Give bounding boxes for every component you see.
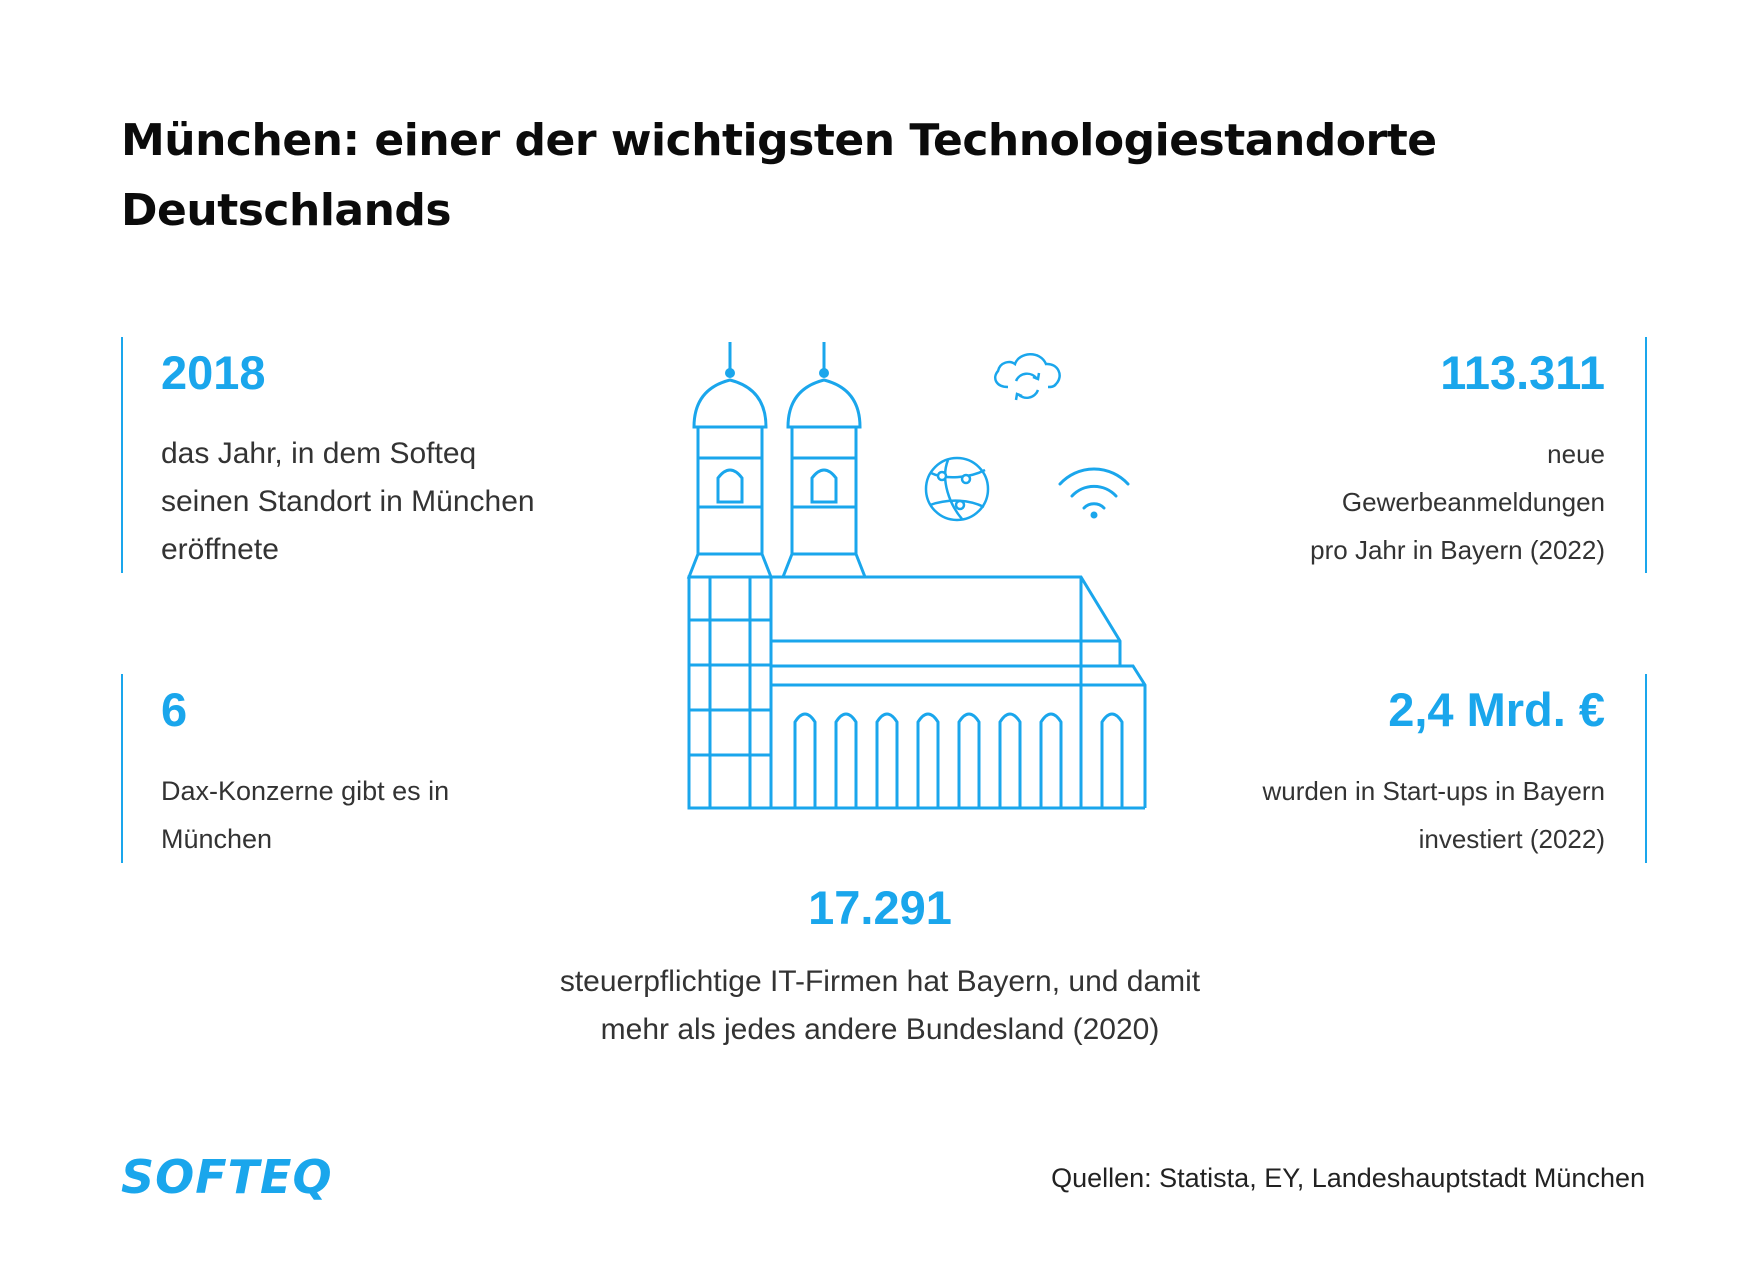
globe-network-icon (924, 456, 990, 522)
title-line-2: Deutschlands (121, 185, 452, 236)
title-line-1: München: einer der wichtigsten Technolog… (121, 115, 1437, 166)
stat-description: neue Gewerbeanmeldungen pro Jahr in Baye… (1310, 430, 1605, 574)
stat-value: 6 (161, 683, 188, 736)
stat-it-companies: 17.291 steuerpflichtige IT-Firmen hat Ba… (480, 880, 1280, 1054)
stat-line: das Jahr, in dem Softeq (161, 437, 477, 470)
stat-line: seinen Standort in München (161, 485, 535, 518)
stat-description: Dax-Konzerne gibt es in München (161, 767, 449, 863)
stat-line: eröffnete (161, 533, 279, 566)
stat-value: 113.311 (1440, 346, 1605, 399)
stat-line: mehr als jedes andere Bundesland (2020) (600, 1013, 1160, 1046)
stat-value: 17.291 (808, 881, 952, 934)
stat-line: steuerpflichtige IT-Firmen hat Bayern, u… (559, 965, 1201, 998)
stat-line: neue (1547, 439, 1605, 469)
stat-value: 2,4 Mrd. € (1388, 683, 1605, 736)
cathedral-icon (686, 342, 1147, 810)
sources-note: Quellen: Statista, EY, Landeshauptstadt … (1051, 1163, 1645, 1193)
stat-line: wurden in Start-ups in Bayern (1262, 776, 1605, 806)
stat-founding-year: 2018 das Jahr, in dem Softeq seinen Stan… (121, 337, 583, 573)
stat-line: pro Jahr in Bayern (2022) (1310, 535, 1605, 565)
page-title: München: einer der wichtigsten Technolog… (121, 106, 1621, 246)
stat-startup-investment: 2,4 Mrd. € wurden in Start-ups in Bayern… (1150, 674, 1647, 863)
cloud-sync-icon (994, 353, 1061, 401)
stat-business-registrations: 113.311 neue Gewerbeanmeldungen pro Jahr… (1150, 337, 1647, 573)
stat-description: das Jahr, in dem Softeq seinen Standort … (161, 430, 535, 574)
stat-dax-companies: 6 Dax-Konzerne gibt es in München (121, 674, 583, 863)
stat-description: steuerpflichtige IT-Firmen hat Bayern, u… (480, 958, 1280, 1054)
stat-line: investiert (2022) (1418, 824, 1605, 854)
stat-description: wurden in Start-ups in Bayern investiert… (1262, 767, 1605, 863)
wifi-icon (1058, 467, 1130, 519)
illustration (680, 338, 1150, 818)
softeq-logo: SOFTEQ (121, 1150, 333, 1204)
stat-line: Dax-Konzerne gibt es in (161, 776, 450, 806)
stat-line: Gewerbeanmeldungen (1341, 487, 1605, 517)
stat-value: 2018 (161, 346, 266, 399)
stat-line: München (161, 824, 273, 854)
